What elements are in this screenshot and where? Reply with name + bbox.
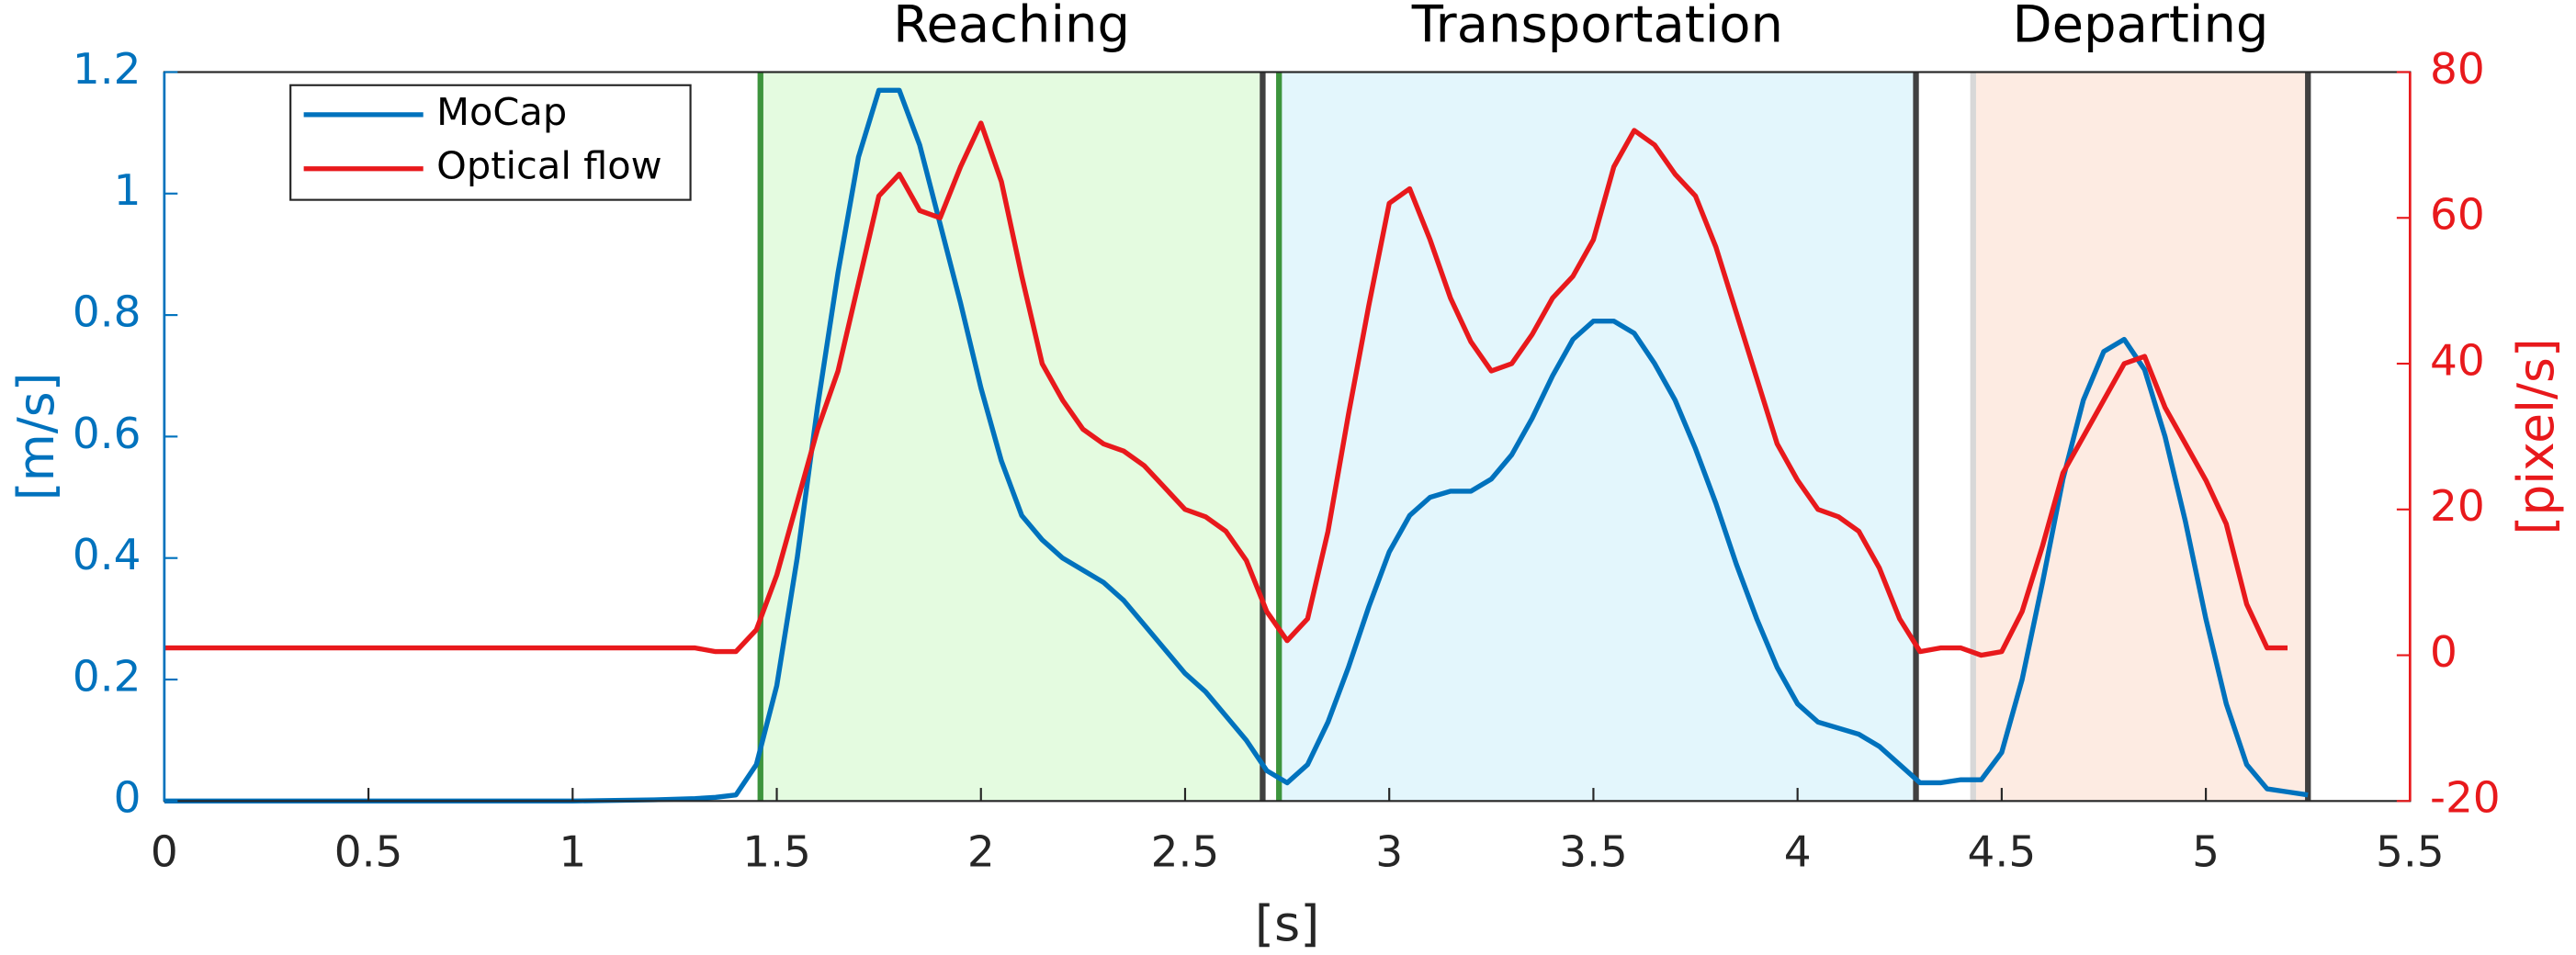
x-tick-label: 4.5 [1968,828,2037,878]
x-tick-label: 1.5 [742,828,811,878]
x-tick-label: 5 [2192,828,2220,878]
y-tick-label: 0.6 [73,410,141,459]
x-tick-label: 1 [559,828,586,878]
x-axis-label: [s] [1255,895,1320,953]
x-tick-label: 2 [967,828,995,878]
y-tick-label: 0.2 [73,653,141,702]
phase-label: Transportation [1411,0,1783,54]
background-layer [757,72,2311,802]
phase-region [1279,72,1916,802]
series-line [164,120,2288,658]
labels-layer: Reaching Transportation Departing 0 0.5 1 1.5 2… [7,0,2565,952]
y2-tick-label: 20 [2430,482,2485,532]
x-tick-label: 3.5 [1559,828,1628,878]
y-tick-label: 1.2 [73,45,141,95]
phase-region [760,72,1263,802]
y2-axis-label: [pixel/s] [2507,338,2565,534]
phase-region [1972,72,2309,802]
y-tick-label: 1 [114,166,141,216]
phase-label: Reaching [893,0,1130,54]
phase-label: Departing [2012,0,2268,54]
plot-layer [164,87,2309,803]
x-tick-label: 4 [1784,828,1812,878]
legend-label: Optical flow [436,144,662,188]
y2-tick-label: 80 [2430,45,2485,95]
legend-label: MoCap [436,90,567,134]
x-tick-label: 0 [151,828,178,878]
y-tick-label: 0.8 [73,288,141,338]
x-tick-label: 0.5 [334,828,403,878]
y-tick-label: 0.4 [73,531,141,580]
legend-box [289,84,692,201]
x-tick-label: 3 [1375,828,1403,878]
x-tick-label: 2.5 [1151,828,1220,878]
series-line [164,87,2309,803]
y2-tick-label: 40 [2430,337,2485,387]
y2-tick-label: 0 [2430,628,2457,678]
y2-tick-label: -20 [2430,774,2501,824]
y2-tick-label: 60 [2430,191,2485,241]
y-tick-label: 0 [114,774,141,824]
y-axis-label: [m/s] [7,373,65,501]
x-tick-label: 5.5 [2376,828,2445,878]
